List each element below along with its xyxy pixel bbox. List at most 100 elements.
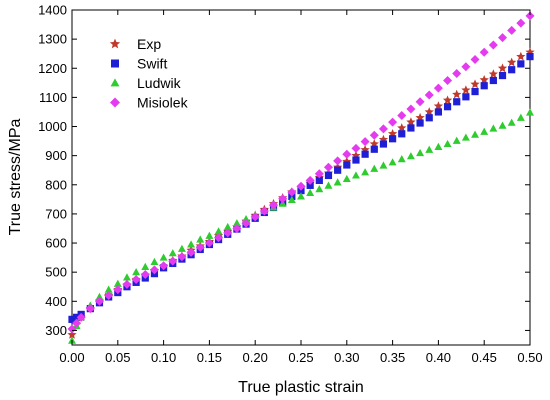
point-ludwik [480,127,489,135]
legend: Exp Swift Ludwik Misiolek [109,36,189,111]
point-ludwik [159,253,168,261]
legend-label-misiolek: Misiolek [137,95,189,111]
y-tick-label: 600 [45,236,67,251]
point-ludwik [471,130,479,138]
point-swift [72,313,81,321]
point-swift [443,103,452,111]
series-ludwik [68,108,534,344]
point-ludwik [333,178,342,186]
point-swift [315,176,323,185]
point-exp [442,95,453,105]
point-ludwik [397,155,406,163]
y-tick-label: 300 [45,323,67,338]
point-misiolek [241,218,251,228]
y-tick-label: 900 [45,148,67,163]
point-misiolek [149,265,159,275]
point-misiolek [113,285,123,295]
point-ludwik [315,185,324,193]
point-ludwik [287,195,296,203]
point-ludwik [205,231,214,239]
point-ludwik [242,215,250,223]
x-tick-label: 0.05 [105,350,130,365]
point-misiolek [488,40,498,50]
tick-layer: 0.00 0.05 0.10 0.15 0.20 0.25 0.30 0.35 0.40 0.45… [38,3,543,366]
legend-marker-misiolek [110,97,120,108]
y-tick-label: 1400 [38,3,67,18]
point-misiolek [406,104,416,114]
point-ludwik [516,113,525,121]
point-ludwik [196,235,205,243]
x-tick-label: 0.15 [197,350,222,365]
point-ludwik [177,244,186,252]
point-ludwik [214,227,223,235]
point-ludwik [526,108,534,116]
point-misiolek [223,228,233,238]
point-ludwik [370,164,379,172]
point-misiolek [177,252,187,262]
point-exp [516,51,526,61]
point-misiolek [415,97,425,107]
y-tick-label: 1300 [38,32,67,47]
point-misiolek [250,212,260,222]
point-misiolek [369,130,379,140]
x-tick-label: 0.45 [472,350,497,365]
point-swift [324,171,333,180]
point-ludwik [342,174,351,183]
point-ludwik [95,292,104,300]
point-swift [508,66,516,74]
point-exp [452,89,462,99]
point-ludwik [498,121,507,129]
point-swift [343,161,351,169]
point-misiolek [296,181,306,191]
point-misiolek [214,233,224,243]
point-misiolek [333,156,343,166]
point-swift [379,140,388,148]
point-swift [471,87,479,96]
point-swift [306,181,314,189]
legend-marker-swift [111,59,119,68]
point-misiolek [168,256,178,266]
point-misiolek [525,11,535,21]
point-swift [68,315,76,323]
point-exp [461,85,471,95]
point-misiolek [76,312,86,322]
x-tick-label: 0.25 [288,350,313,365]
point-swift [489,76,497,85]
x-axis-title: True plastic strain [238,379,364,396]
point-swift [370,145,378,153]
legend-label-ludwik: Ludwik [137,75,182,91]
y-tick-label: 1100 [39,90,67,105]
point-misiolek [85,304,95,314]
x-tick-label: 0.35 [380,350,405,365]
point-swift [352,156,360,164]
point-misiolek [122,279,132,289]
point-misiolek [305,175,315,185]
point-ludwik [324,181,333,189]
point-misiolek [443,75,453,85]
point-ludwik [388,158,397,166]
point-ludwik [232,219,241,227]
point-misiolek [452,69,462,79]
x-tick-label: 0.10 [151,350,176,365]
y-tick-label: 1000 [38,119,67,134]
y-tick-label: 700 [45,206,67,221]
y-axis-title: True stress/MPa [7,119,24,236]
point-swift [361,150,369,158]
point-ludwik [434,142,443,150]
point-exp [397,123,407,132]
point-swift [416,119,424,127]
y-tick-label: 800 [45,177,67,192]
series-layer [67,11,535,344]
x-tick-label: 0.40 [426,350,451,365]
point-exp [67,329,77,339]
point-exp [406,117,416,127]
point-ludwik [297,192,305,200]
point-ludwik [141,262,150,270]
point-misiolek [388,117,398,127]
point-misiolek [186,247,196,257]
point-swift [398,130,406,138]
point-misiolek [424,90,434,100]
point-misiolek [314,169,324,179]
point-ludwik [416,148,425,157]
